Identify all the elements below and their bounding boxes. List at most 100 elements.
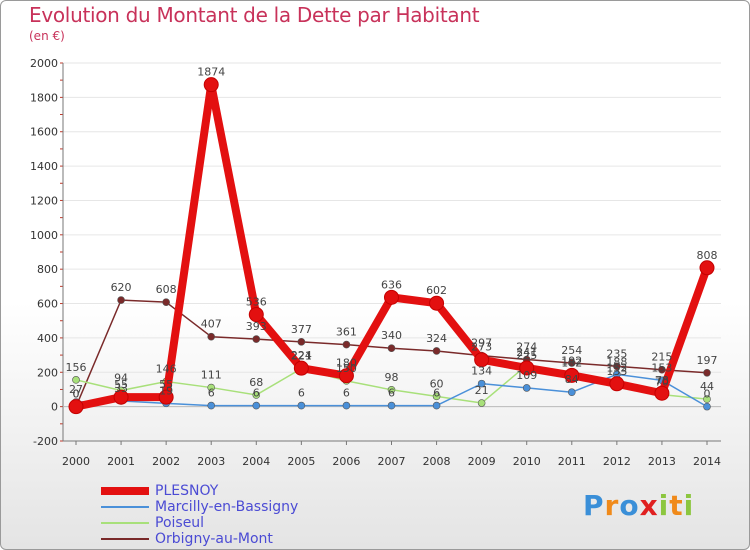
- data-point: [432, 401, 441, 410]
- x-tick-label: 2008: [423, 455, 451, 468]
- legend-item-poiseul: Poiseul: [101, 515, 298, 531]
- data-label: 180: [336, 357, 357, 370]
- data-point: [654, 385, 670, 401]
- data-label: 6: [208, 387, 215, 400]
- data-label: 407: [201, 318, 222, 331]
- x-tick-label: 2006: [332, 455, 360, 468]
- data-label: 0: [704, 388, 711, 401]
- chart-title: Evolution du Montant de la Dette par Hab…: [29, 3, 480, 27]
- data-point: [432, 392, 441, 401]
- x-tick-label: 2010: [513, 455, 541, 468]
- data-label: 361: [336, 326, 357, 339]
- data-label: 636: [381, 278, 402, 291]
- data-label: 55: [159, 378, 173, 391]
- data-label: 197: [697, 354, 718, 367]
- data-label: 6: [433, 387, 440, 400]
- y-tick-label: 200: [37, 366, 58, 379]
- data-label: 60: [430, 377, 444, 390]
- legend-label: Poiseul: [155, 515, 205, 531]
- chart-unit: (en €): [29, 29, 65, 43]
- data-point: [703, 368, 711, 377]
- data-label: 55: [114, 378, 128, 391]
- proxiti-logo: Proxiti: [583, 489, 695, 522]
- data-label: 133: [606, 365, 627, 378]
- legend-item-marcilly: Marcilly-en-Bassigny: [101, 499, 298, 515]
- y-tick-label: 1800: [30, 91, 58, 104]
- x-tick-label: 2011: [558, 455, 586, 468]
- x-tick-label: 2007: [378, 455, 406, 468]
- legend-swatch: [101, 487, 149, 495]
- data-point: [342, 401, 351, 410]
- data-label: 27: [69, 383, 83, 396]
- data-label: 188: [606, 355, 627, 368]
- data-point: [117, 296, 125, 304]
- data-point: [113, 389, 129, 405]
- y-tick-label: -200: [33, 435, 58, 448]
- data-label: 241: [516, 346, 537, 359]
- data-label: 134: [471, 365, 492, 378]
- y-tick-label: 600: [37, 298, 58, 311]
- data-label: 225: [516, 349, 537, 362]
- data-point: [613, 362, 621, 371]
- data-point: [297, 338, 306, 346]
- x-tick-label: 2000: [62, 455, 90, 468]
- data-label: 33: [114, 382, 128, 395]
- legend-item-orbigny: Orbigny-au-Mont: [101, 531, 298, 547]
- data-point: [68, 399, 84, 415]
- legend-label: PLESNOY: [155, 483, 219, 499]
- data-point: [162, 298, 170, 306]
- data-point: [207, 332, 216, 341]
- data-point: [387, 385, 396, 394]
- y-tick-label: 1600: [30, 126, 58, 139]
- data-label: 98: [385, 371, 399, 384]
- data-point: [519, 360, 535, 376]
- data-point: [252, 401, 261, 410]
- data-label: 6: [253, 387, 260, 400]
- y-tick-label: 2000: [30, 57, 58, 70]
- data-label: 6: [388, 387, 395, 400]
- data-label: 273: [471, 341, 492, 354]
- x-tick-label: 2003: [197, 455, 225, 468]
- data-point: [522, 384, 531, 392]
- x-tick-label: 2012: [603, 455, 631, 468]
- data-point: [477, 399, 486, 407]
- y-tick-label: 1200: [30, 194, 58, 207]
- x-tick-label: 2002: [152, 455, 180, 468]
- data-label: 0: [73, 388, 80, 401]
- data-label: 6: [298, 387, 305, 400]
- x-tick-label: 2014: [693, 455, 721, 468]
- x-tick-label: 2004: [242, 455, 270, 468]
- data-point: [703, 402, 711, 411]
- data-label: 324: [426, 332, 447, 345]
- data-label: 68: [249, 376, 263, 389]
- data-label: 21: [475, 384, 489, 397]
- data-point: [477, 379, 486, 388]
- data-label: 146: [156, 363, 177, 376]
- data-point: [429, 295, 445, 311]
- data-label: 608: [156, 283, 177, 296]
- data-point: [252, 391, 261, 399]
- data-label: 274: [516, 341, 537, 354]
- data-label: 297: [471, 337, 492, 350]
- data-point: [567, 388, 576, 397]
- data-label: 78: [655, 374, 669, 387]
- legend: PLESNOY Marcilly-en-Bassigny Poiseul Orb…: [101, 483, 298, 547]
- legend-swatch: [101, 522, 149, 524]
- data-label: 224: [291, 349, 312, 362]
- data-point: [342, 340, 351, 349]
- data-label: 221: [291, 350, 312, 363]
- data-label: 153: [651, 361, 672, 374]
- data-point: [252, 335, 261, 343]
- data-point: [203, 77, 219, 93]
- data-label: 182: [561, 356, 582, 369]
- y-tick-label: 800: [37, 263, 58, 276]
- data-label: 84: [565, 373, 579, 386]
- data-point: [567, 359, 576, 367]
- data-label: 215: [651, 351, 672, 364]
- data-label: 6: [343, 387, 350, 400]
- data-label: 536: [246, 296, 267, 309]
- data-label: 602: [426, 284, 447, 297]
- data-label: 254: [561, 344, 582, 357]
